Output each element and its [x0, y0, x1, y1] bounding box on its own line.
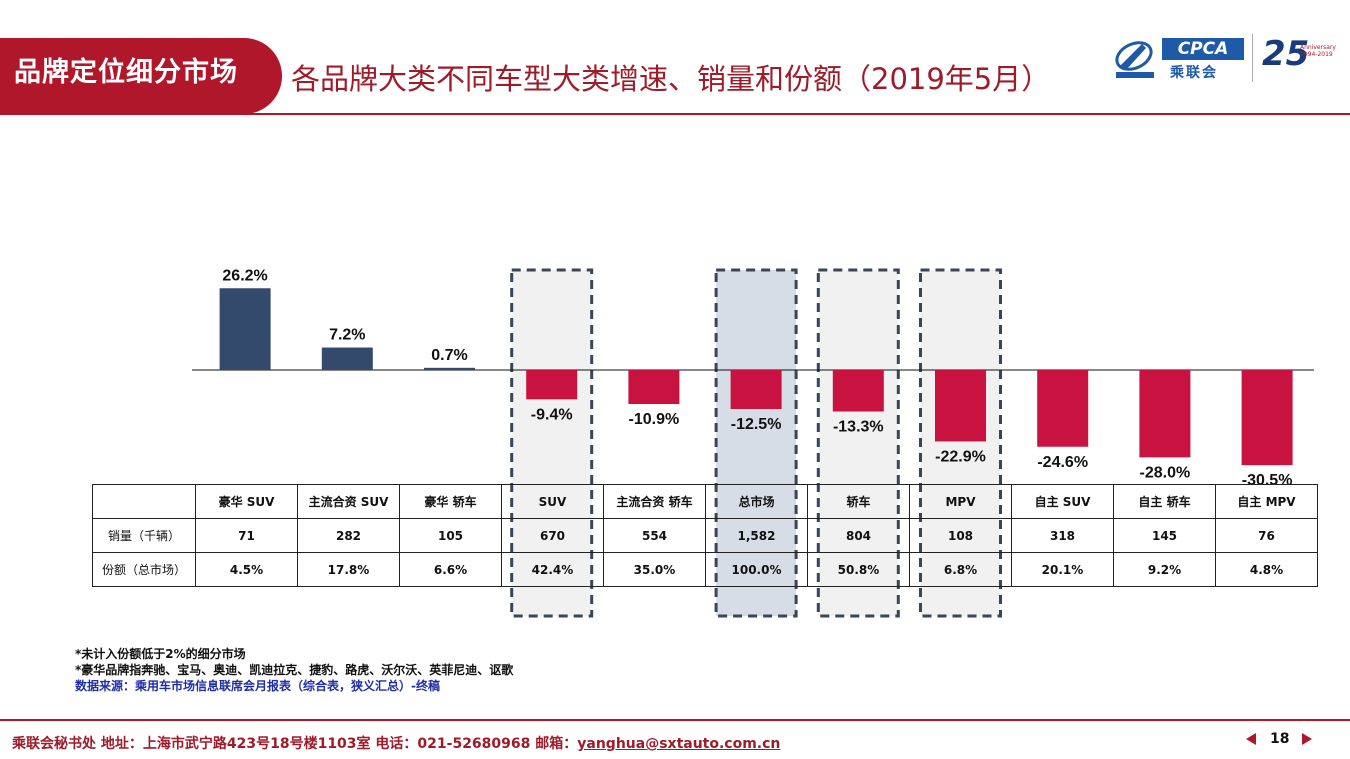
bar-3: [526, 370, 578, 400]
prev-page-icon[interactable]: [1246, 733, 1256, 745]
anniversary-logo: 25: [1262, 34, 1310, 74]
bar-value-label-4: -10.9%: [629, 411, 680, 428]
table-cell: 6.8%: [909, 552, 1012, 587]
bar-value-label-2: 0.7%: [431, 347, 467, 364]
footer-divider: [0, 719, 1350, 721]
page-title: 各品牌大类不同车型大类增速、销量和份额（2019年5月）: [291, 62, 1051, 96]
category-header: 轿车: [807, 484, 910, 519]
table-row: 销量（千辆） 71 282 105 670 554 1,582 804 108 318 145 76: [92, 518, 1318, 553]
cpca-logo: CPCA: [1162, 38, 1244, 60]
bar-7: [935, 370, 986, 442]
category-header: SUV: [501, 484, 604, 519]
section-tab: [0, 38, 282, 114]
table-cell: 804: [807, 518, 910, 553]
bar-value-label-7: -22.9%: [935, 448, 986, 465]
table-cell: 9.2%: [1113, 552, 1216, 587]
category-header: 豪华 SUV: [195, 484, 298, 519]
row-label: 份额（总市场）: [92, 552, 196, 587]
bar-value-label-5: -12.5%: [731, 416, 782, 433]
table-cell: 76: [1215, 518, 1318, 553]
table-cell: 42.4%: [501, 552, 604, 587]
bar-value-label-8: -24.6%: [1037, 454, 1088, 471]
footer-contact-text: 乘联会秘书处 地址：上海市武宁路423号18号楼1103室 电话：021-526…: [12, 736, 578, 752]
footer-contact: 乘联会秘书处 地址：上海市武宁路423号18号楼1103室 电话：021-526…: [12, 733, 780, 753]
header-divider: [0, 113, 1350, 115]
table-row: 份额（总市场） 4.5% 17.8% 6.6% 42.4% 35.0% 100.0% 50.8…: [92, 552, 1318, 587]
logo-divider: [1252, 34, 1253, 82]
page-number: 18: [1270, 731, 1290, 747]
table-cell: 100.0%: [705, 552, 808, 587]
category-header: 自主 轿车: [1113, 484, 1216, 519]
category-header: MPV: [909, 484, 1012, 519]
footer-email-link[interactable]: yanghua@sxtauto.com.cn: [577, 736, 781, 752]
table-cell: 554: [603, 518, 706, 553]
next-page-icon[interactable]: [1302, 733, 1312, 745]
table-cell: 145: [1113, 518, 1216, 553]
bar-2: [424, 367, 475, 370]
table-cell: 17.8%: [297, 552, 400, 587]
table-cell: 6.6%: [399, 552, 502, 587]
table-corner-cell: [92, 484, 196, 519]
bar-10: [1241, 370, 1293, 466]
table-cell: 4.5%: [195, 552, 298, 587]
category-header: 自主 MPV: [1215, 484, 1318, 519]
category-header: 自主 SUV: [1011, 484, 1114, 519]
bar-value-label-0: 26.2%: [222, 267, 267, 284]
row-label: 销量（千辆）: [92, 518, 196, 553]
bar-value-label-1: 7.2%: [329, 327, 365, 344]
bar-5: [730, 370, 782, 409]
sales-share-table: 豪华 SUV 主流合资 SUV 豪华 轿车 SUV 主流合资 轿车 总市场 轿车 MPV 自主 …: [92, 484, 1318, 587]
category-header: 豪华 轿车: [399, 484, 502, 519]
table-cell: 20.1%: [1011, 552, 1114, 587]
category-header: 主流合资 SUV: [297, 484, 400, 519]
table-cell: 50.8%: [807, 552, 910, 587]
table-cell: 71: [195, 518, 298, 553]
table-header-row: 豪华 SUV 主流合资 SUV 豪华 轿车 SUV 主流合资 轿车 总市场 轿车 MPV 自主 …: [92, 484, 1318, 519]
table-cell: 318: [1011, 518, 1114, 553]
table-cell: 35.0%: [603, 552, 706, 587]
section-label: 品牌定位细分市场: [14, 57, 238, 88]
bar-value-label-3: -9.4%: [531, 406, 573, 423]
table-cell: 108: [909, 518, 1012, 553]
bar-value-label-6: -13.3%: [833, 418, 884, 435]
bar-6: [832, 370, 884, 412]
table-cell: 670: [501, 518, 604, 553]
cada-logo: [1115, 41, 1154, 78]
bar-4: [628, 370, 680, 405]
bar-1: [321, 347, 373, 370]
category-header: 总市场: [705, 484, 808, 519]
anniversary-logo-text: Anniversary 1994-2019: [1300, 44, 1336, 58]
data-source-note: 数据来源：乘用车市场信息联席会月报表（综合表，狭义汇总）-终稿: [75, 679, 440, 693]
table-cell: 282: [297, 518, 400, 553]
bar-value-label-9: -28.0%: [1140, 464, 1191, 481]
category-header: 主流合资 轿车: [603, 484, 706, 519]
bar-9: [1139, 370, 1191, 458]
cpca-logo-subtitle: 乘联会: [1170, 65, 1218, 81]
table-cell: 1,582: [705, 518, 808, 553]
table-cell: 105: [399, 518, 502, 553]
table-cell: 4.8%: [1215, 552, 1318, 587]
bar-0: [219, 288, 271, 370]
footnote-luxury-brands: *豪华品牌指奔驰、宝马、奥迪、凯迪拉克、捷豹、路虎、沃尔沃、英菲尼迪、讴歌: [75, 663, 514, 677]
bar-8: [1037, 370, 1089, 447]
footnote-threshold: *未计入份额低于2%的细分市场: [75, 647, 246, 661]
